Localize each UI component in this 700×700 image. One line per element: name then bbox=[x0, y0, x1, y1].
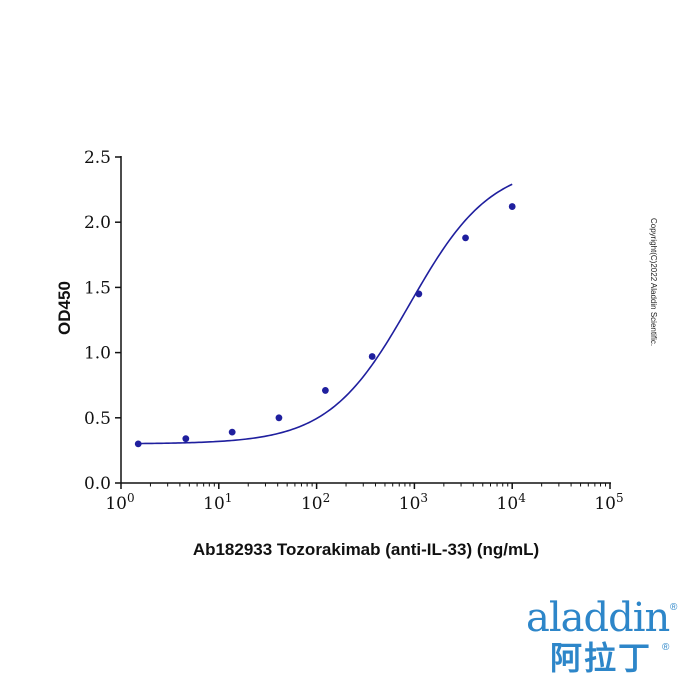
y-tick-label: 0.5 bbox=[84, 409, 111, 429]
y-tick-label: 0.0 bbox=[84, 474, 111, 494]
data-points bbox=[134, 203, 516, 448]
data-point bbox=[415, 290, 423, 298]
axes bbox=[120, 156, 611, 484]
x-tick-label: 104 bbox=[497, 491, 527, 514]
copyright-note: Copyright(C)2022 Aladdin Scientific. bbox=[649, 218, 658, 346]
logo-registered-mark: ® bbox=[670, 602, 678, 613]
data-point bbox=[134, 440, 142, 448]
y-tick-label: 2.5 bbox=[84, 148, 111, 168]
y-tick-label: 2.0 bbox=[84, 213, 111, 233]
x-axis-title: Ab182933 Tozorakimab (anti-IL-33) (ng/mL… bbox=[193, 540, 539, 559]
logo-cjk-text: 阿拉丁 bbox=[550, 639, 653, 677]
x-tick-label: 100 bbox=[105, 491, 134, 514]
logo-latin-text: aladdin bbox=[526, 595, 670, 641]
data-point bbox=[508, 203, 516, 210]
logo-registered-mark-2: ® bbox=[662, 642, 670, 653]
y-ticks: 0.0 0.5 1.0 1.5 2.0 2.5 bbox=[84, 148, 121, 494]
y-axis-title: OD450 bbox=[55, 281, 74, 335]
data-point bbox=[321, 387, 329, 394]
x-ticks: 100 101 102 103 104 105 bbox=[105, 483, 624, 514]
y-tick-label: 1.0 bbox=[84, 344, 111, 364]
fit-curve bbox=[138, 183, 513, 445]
x-tick-label: 101 bbox=[203, 491, 232, 514]
data-point bbox=[275, 414, 283, 422]
data-point bbox=[228, 428, 236, 436]
data-point bbox=[182, 435, 190, 443]
y-tick-label: 1.5 bbox=[84, 278, 111, 298]
x-tick-label: 103 bbox=[399, 491, 428, 514]
x-tick-label: 102 bbox=[301, 491, 330, 514]
data-point bbox=[462, 234, 469, 242]
x-tick-label: 105 bbox=[594, 491, 623, 514]
aladdin-logo: aladdin ® 阿拉丁 ® bbox=[522, 598, 682, 688]
data-point bbox=[368, 353, 376, 360]
